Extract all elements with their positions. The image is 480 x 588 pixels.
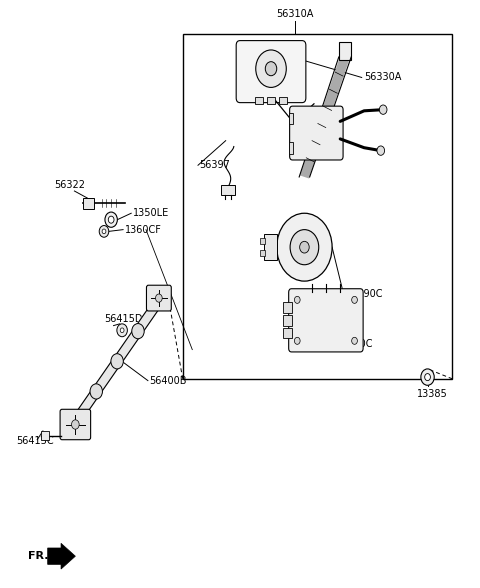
Text: 56390C: 56390C <box>345 289 383 299</box>
Bar <box>221 185 235 195</box>
Bar <box>260 250 265 256</box>
Bar <box>267 97 276 105</box>
Text: 1360CF: 1360CF <box>124 225 161 235</box>
Bar <box>283 302 292 313</box>
FancyBboxPatch shape <box>236 41 306 103</box>
Text: 56322: 56322 <box>54 180 85 190</box>
FancyBboxPatch shape <box>289 106 343 160</box>
Circle shape <box>120 328 124 333</box>
Circle shape <box>421 369 434 385</box>
Circle shape <box>117 324 127 337</box>
Circle shape <box>352 296 358 303</box>
Circle shape <box>290 230 319 265</box>
Circle shape <box>265 62 277 76</box>
Text: 56330A: 56330A <box>364 72 401 82</box>
Text: 13385: 13385 <box>417 389 447 399</box>
Bar <box>264 234 277 260</box>
Polygon shape <box>40 431 48 440</box>
Circle shape <box>90 384 102 399</box>
Circle shape <box>294 296 300 303</box>
FancyBboxPatch shape <box>288 289 363 352</box>
Bar <box>288 112 293 124</box>
Circle shape <box>99 226 109 237</box>
Circle shape <box>111 354 123 369</box>
FancyBboxPatch shape <box>146 285 171 311</box>
Circle shape <box>352 338 358 345</box>
FancyBboxPatch shape <box>60 409 91 440</box>
Circle shape <box>72 420 79 429</box>
Circle shape <box>300 241 309 253</box>
Text: FR.: FR. <box>28 551 48 561</box>
Polygon shape <box>48 543 75 569</box>
Text: 56400B: 56400B <box>149 376 187 386</box>
Circle shape <box>105 212 117 228</box>
Bar <box>183 34 452 379</box>
Circle shape <box>102 229 106 233</box>
Bar <box>260 238 265 244</box>
Text: 56310A: 56310A <box>276 9 313 19</box>
Circle shape <box>294 338 300 345</box>
Bar <box>339 42 351 60</box>
Bar <box>288 142 293 153</box>
Text: 56415D: 56415D <box>104 315 143 325</box>
Circle shape <box>425 373 431 380</box>
Circle shape <box>256 50 286 88</box>
Circle shape <box>108 216 114 223</box>
Circle shape <box>156 294 162 302</box>
Polygon shape <box>83 198 94 209</box>
Bar <box>279 97 287 105</box>
Bar <box>283 315 292 326</box>
Circle shape <box>377 146 384 155</box>
Circle shape <box>132 323 144 339</box>
Text: 56340C: 56340C <box>336 339 373 349</box>
Circle shape <box>379 105 387 114</box>
Bar <box>255 97 264 105</box>
Circle shape <box>277 213 332 281</box>
Text: 56397: 56397 <box>199 161 230 171</box>
Text: 56415C: 56415C <box>16 436 53 446</box>
Polygon shape <box>72 298 162 425</box>
Text: 1350LE: 1350LE <box>132 208 169 218</box>
Bar <box>283 328 292 339</box>
